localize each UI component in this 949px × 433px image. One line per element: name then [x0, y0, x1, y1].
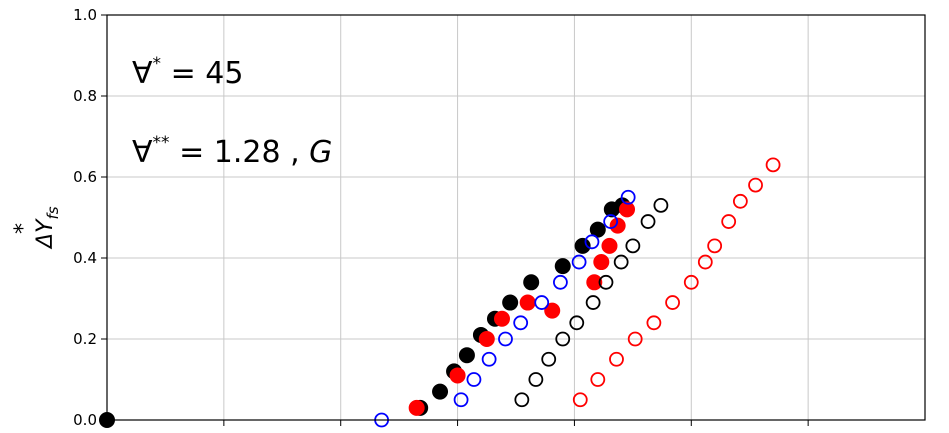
y-tick-label: 1.0: [73, 6, 97, 24]
plot-frame: [106, 14, 926, 421]
ylabel-sub: fs: [44, 206, 62, 219]
y-tick-label: 0.2: [73, 330, 97, 348]
data-point: [721, 214, 737, 229]
data-point: [569, 315, 585, 331]
data-point: [571, 254, 587, 270]
data-point: [478, 331, 495, 347]
data-point: [453, 392, 469, 408]
data-point: [572, 392, 588, 408]
data-point: [640, 214, 656, 229]
svg-text:ΔYfs: ΔYfs: [33, 206, 62, 250]
data-point: [519, 294, 536, 311]
data-point: [683, 274, 699, 290]
data-point: [493, 310, 510, 327]
data-point: [554, 258, 571, 275]
data-point: [732, 193, 748, 209]
data-point: [584, 234, 600, 250]
data-point: [466, 372, 482, 387]
data-point: [586, 274, 603, 291]
data-point: [541, 351, 557, 367]
data-point: [408, 399, 425, 416]
ylabel-main: Y: [33, 218, 58, 233]
data-point: [609, 217, 626, 234]
data-point: [481, 351, 497, 367]
series-5: [572, 157, 781, 408]
y-tick-label: 0.0: [73, 411, 97, 429]
series-4: [514, 197, 669, 408]
data-point: [665, 295, 680, 310]
data-point: [598, 274, 614, 290]
data-point: [707, 238, 723, 254]
y-tick-label: 0.4: [73, 249, 97, 267]
svg-text:∀* = 45: ∀* = 45: [132, 54, 243, 91]
grid-lines: [107, 15, 925, 420]
data-point: [534, 295, 550, 310]
annotation-sup: **: [153, 133, 170, 153]
data-point: [528, 372, 544, 387]
svg-text:∀** = 1.28 , G: ∀** = 1.28 , G: [132, 133, 332, 170]
data-point: [544, 302, 561, 319]
data-point: [514, 392, 530, 408]
annotation-value: = 1.28 ,: [170, 135, 310, 170]
data-point: [585, 295, 601, 310]
data-point: [603, 214, 619, 229]
data-point: [449, 367, 466, 384]
data-point: [620, 189, 636, 205]
data-point: [601, 237, 618, 254]
data-point: [627, 331, 643, 347]
data-point: [653, 197, 669, 213]
plot-area: [107, 15, 925, 420]
data-point: [432, 383, 449, 400]
ylabel-sup: *: [11, 223, 36, 234]
data-point: [609, 351, 624, 367]
data-point: [748, 177, 763, 193]
annotation-g: G: [309, 135, 332, 170]
y-tick-label: 0.6: [73, 168, 97, 186]
annotation-line-2: ∀** = 1.28 , G: [132, 133, 332, 170]
data-point: [502, 294, 519, 311]
y-axis-label: ΔYfs *: [11, 206, 62, 250]
annotation-line-1: ∀* = 45: [132, 54, 243, 91]
data-point: [513, 315, 529, 331]
series-3: [374, 189, 636, 428]
y-tick-labels: 0.0 0.2 0.4 0.6 0.8 1.0: [73, 6, 809, 429]
data-points: [99, 157, 781, 428]
data-point: [523, 274, 540, 291]
data-point: [555, 331, 571, 347]
forall-symbol: ∀: [132, 56, 153, 91]
data-point: [697, 254, 713, 270]
ylabel-delta: Δ: [33, 233, 58, 250]
data-point: [625, 238, 641, 254]
data-point: [613, 254, 629, 270]
data-point: [498, 331, 513, 347]
data-point: [590, 372, 606, 387]
data-point: [589, 221, 606, 238]
data-point: [593, 254, 610, 271]
data-point: [619, 201, 636, 218]
annotation-value: = 45: [161, 56, 243, 91]
data-point: [646, 315, 662, 331]
data-point: [765, 157, 781, 173]
annotation-sup: *: [153, 54, 162, 74]
series-2: [408, 201, 636, 416]
data-point: [458, 347, 475, 364]
data-point: [553, 274, 568, 290]
forall-symbol: ∀: [132, 135, 153, 170]
y-tick-label: 0.8: [73, 87, 97, 105]
